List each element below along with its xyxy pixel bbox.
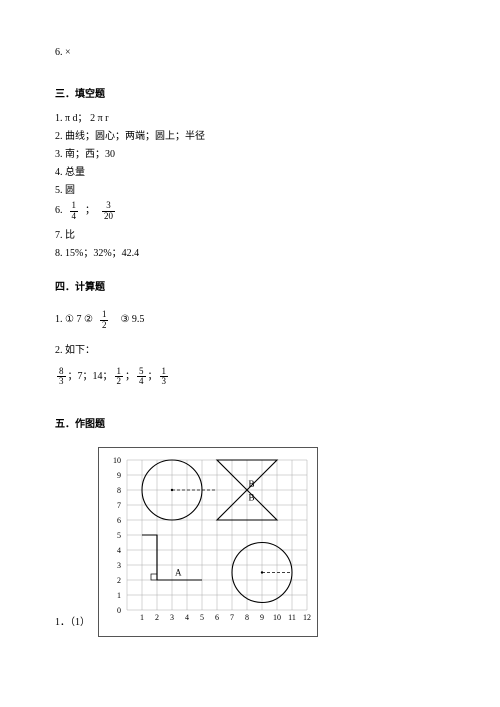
fb6-prefix: 6. bbox=[55, 203, 63, 219]
fraction-1-2: 1 2 bbox=[100, 310, 109, 331]
svg-text:B: B bbox=[249, 493, 255, 503]
svg-text:9: 9 bbox=[260, 613, 264, 622]
svg-text:2: 2 bbox=[155, 613, 159, 622]
calc-1: 1. ① 7 ② 1 2 ③ 9.5 bbox=[55, 310, 445, 331]
answer-6: 6. × bbox=[55, 45, 445, 61]
expr-a: ；7；14； bbox=[68, 369, 113, 385]
calc1-b: ③ 9.5 bbox=[120, 312, 144, 328]
svg-text:4: 4 bbox=[185, 613, 189, 622]
figure-label: 1．（1） bbox=[55, 615, 90, 637]
fraction-1-3: 1 3 bbox=[160, 367, 169, 388]
svg-text:4: 4 bbox=[117, 546, 121, 555]
svg-text:5: 5 bbox=[117, 531, 121, 540]
fraction-1-4: 1 4 bbox=[70, 201, 79, 222]
grid-figure: 012345678910123456789101112ABB bbox=[98, 447, 318, 637]
svg-text:8: 8 bbox=[117, 486, 121, 495]
fraction-1-2b: 1 2 bbox=[115, 367, 124, 388]
figure-wrap: 1．（1） 012345678910123456789101112ABB bbox=[55, 447, 445, 637]
fb6-mid: ； bbox=[85, 203, 95, 219]
section-5-title: 五．作图题 bbox=[55, 417, 445, 433]
svg-text:6: 6 bbox=[117, 516, 121, 525]
section-4-title: 四．计算题 bbox=[55, 280, 445, 296]
svg-text:3: 3 bbox=[170, 613, 174, 622]
svg-text:11: 11 bbox=[288, 613, 296, 622]
svg-text:0: 0 bbox=[117, 606, 121, 615]
fill-blank-2: 2. 曲线；圆心；两端；圆上；半径 bbox=[55, 129, 445, 145]
fill-blank-6: 6. 1 4 ； 3 20 bbox=[55, 201, 445, 222]
section-3-title: 三．填空题 bbox=[55, 87, 445, 103]
svg-text:5: 5 bbox=[200, 613, 204, 622]
svg-text:2: 2 bbox=[117, 576, 121, 585]
svg-text:8: 8 bbox=[245, 613, 249, 622]
svg-text:10: 10 bbox=[273, 613, 281, 622]
fill-blank-3: 3. 南；西；30 bbox=[55, 147, 445, 163]
svg-text:10: 10 bbox=[113, 456, 121, 465]
fb1-b: 2 π r bbox=[90, 113, 108, 124]
svg-text:6: 6 bbox=[215, 613, 219, 622]
fill-blank-4: 4. 总量 bbox=[55, 165, 445, 181]
fraction-3-20: 3 20 bbox=[102, 201, 115, 222]
fb1-a: 1. π d； bbox=[55, 113, 88, 124]
calc-expression: 8 3 ；7；14； 1 2 ； 5 4 ； 1 3 bbox=[55, 367, 445, 388]
expr-b: ； bbox=[125, 369, 135, 385]
fill-blank-1: 1. π d； 2 π r bbox=[55, 111, 445, 127]
svg-text:A: A bbox=[175, 568, 182, 578]
svg-text:9: 9 bbox=[117, 471, 121, 480]
svg-text:7: 7 bbox=[117, 501, 121, 510]
fill-blank-8: 8. 15%；32%；42.4 bbox=[55, 246, 445, 262]
fraction-5-4: 5 4 bbox=[137, 367, 146, 388]
calc1-a: 1. ① 7 ② bbox=[55, 312, 93, 328]
expr-c: ； bbox=[148, 369, 158, 385]
svg-text:7: 7 bbox=[230, 613, 234, 622]
calc-2: 2. 如下： bbox=[55, 343, 445, 359]
svg-text:1: 1 bbox=[140, 613, 144, 622]
fill-blank-7: 7. 比 bbox=[55, 228, 445, 244]
svg-text:3: 3 bbox=[117, 561, 121, 570]
svg-text:1: 1 bbox=[117, 591, 121, 600]
fraction-8-3: 8 3 bbox=[57, 367, 66, 388]
svg-text:B: B bbox=[249, 479, 255, 489]
fill-blank-5: 5. 圆 bbox=[55, 183, 445, 199]
svg-text:12: 12 bbox=[303, 613, 311, 622]
